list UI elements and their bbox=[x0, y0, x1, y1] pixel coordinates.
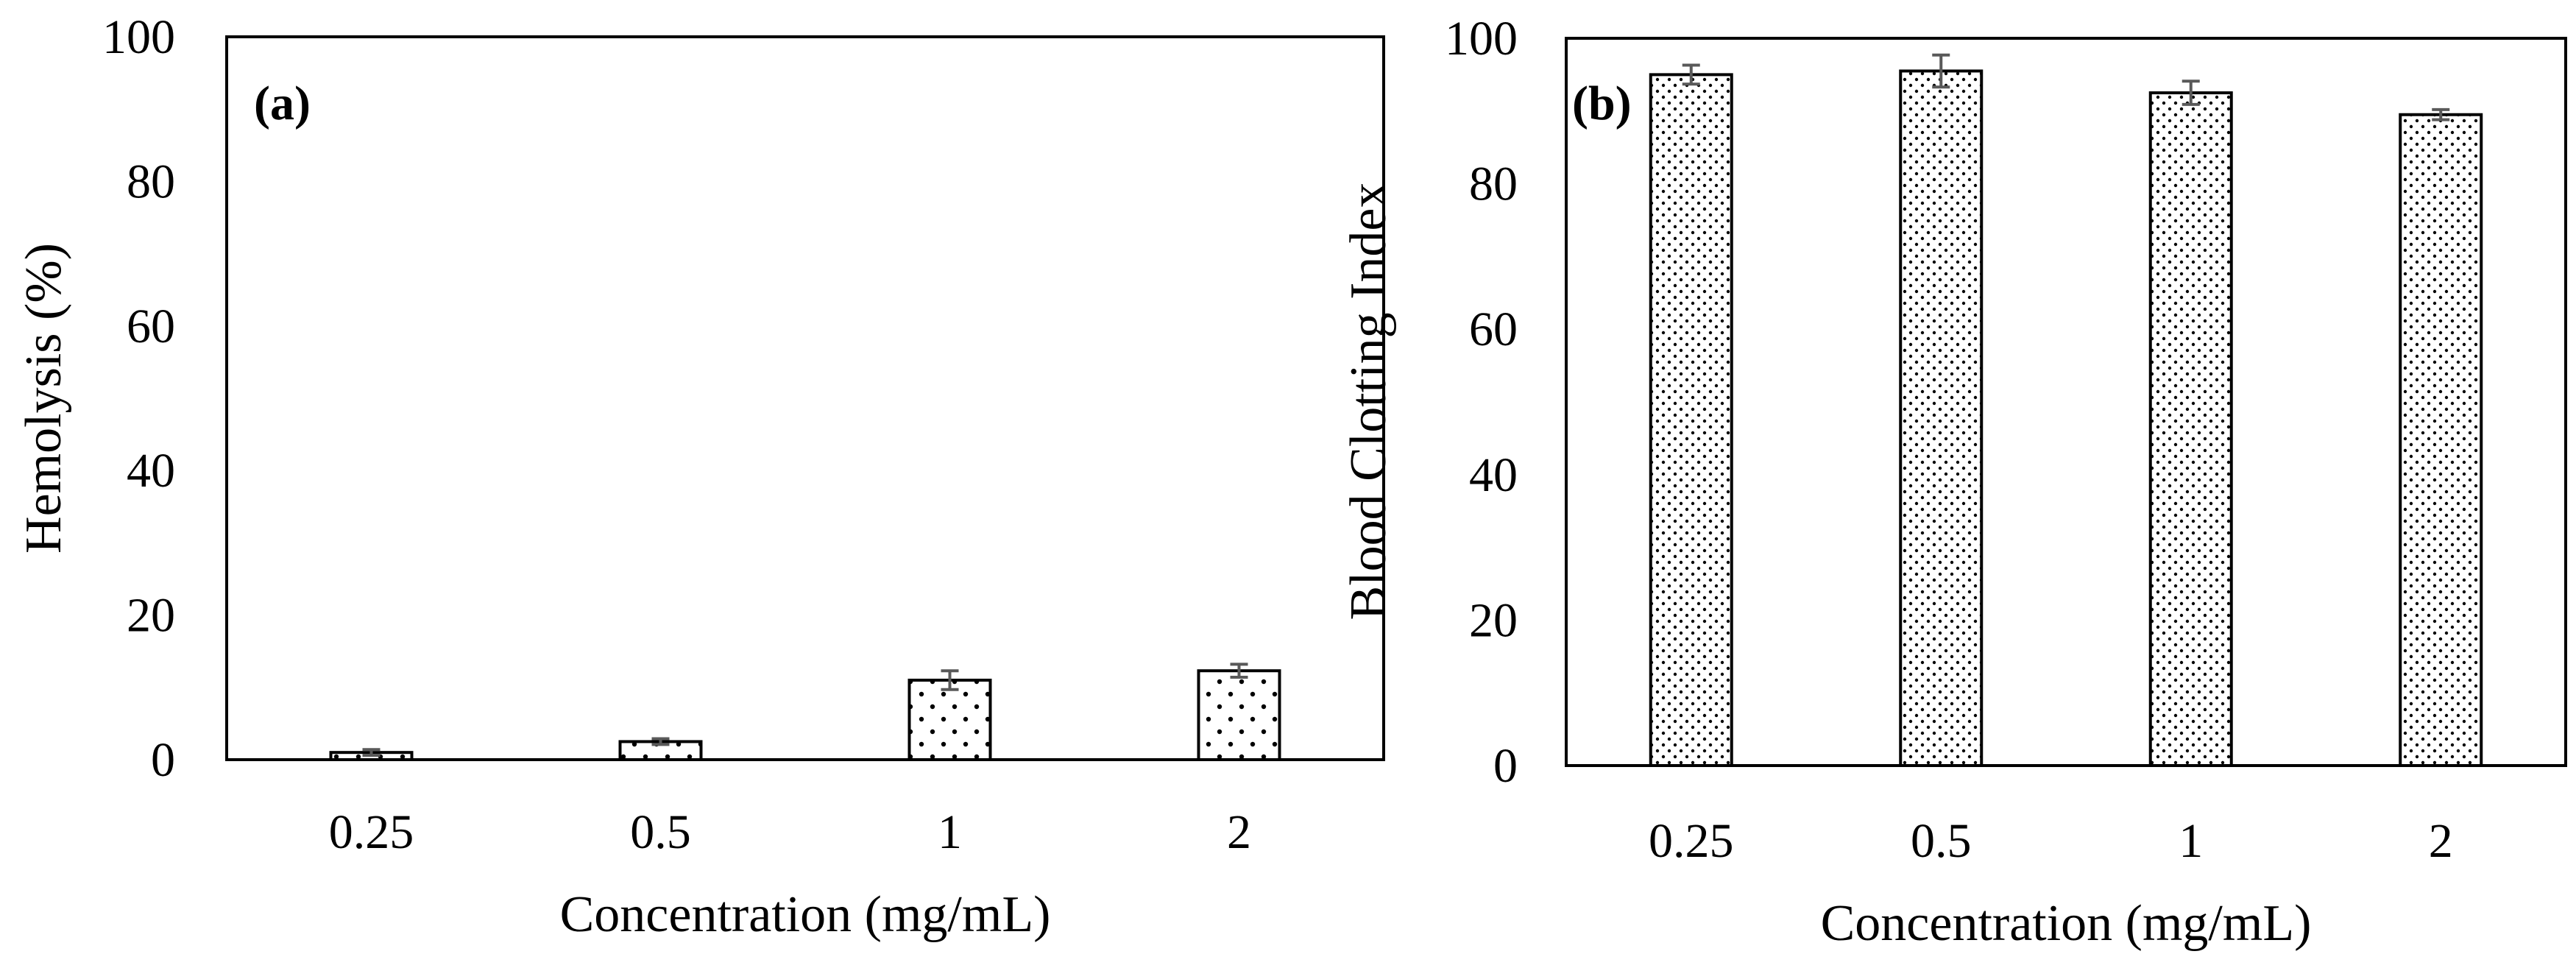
panel-b-y-tick-label: 80 bbox=[1469, 158, 1518, 211]
panel-a-y-axis-title: Hemolysis (%) bbox=[15, 243, 72, 554]
panel-b-x-tick-label: 2 bbox=[2429, 814, 2453, 868]
panel-a-y-tick-label: 20 bbox=[127, 589, 175, 643]
panel-b-x-tick-labels: 0.25 0.5 1 2 bbox=[1649, 814, 2453, 868]
panel-b-bar bbox=[1899, 69, 1984, 767]
panel-a-y-tick-label: 80 bbox=[127, 155, 175, 208]
panel-a-error-bar bbox=[651, 737, 670, 746]
panel-a-x-tick-label: 0.5 bbox=[630, 805, 691, 859]
panel-a-label: (a) bbox=[254, 77, 311, 130]
panel-b-y-tick-labels: 0 20 40 60 80 100 bbox=[1445, 12, 1518, 793]
panel-b-label: (b) bbox=[1572, 77, 1632, 130]
panel-b-y-tick-label: 60 bbox=[1469, 303, 1518, 356]
panel-a-bars bbox=[329, 663, 1281, 762]
panel-b-y-tick-label: 40 bbox=[1469, 448, 1518, 502]
panel-a-chart: 0 20 40 60 80 100 0.25 0.5 1 2 (a) Concentration… bbox=[15, 10, 1385, 943]
panel-a-error-bar bbox=[1230, 663, 1248, 679]
panel-b-error-bar bbox=[1682, 63, 1700, 86]
panel-a-x-tick-label: 2 bbox=[1227, 805, 1251, 859]
panel-b-chart: 0 20 40 60 80 100 0.25 0.5 1 2 (b) Concentration… bbox=[1340, 12, 2567, 952]
panel-a-y-tick-label: 0 bbox=[151, 733, 175, 787]
panel-a-plot-frame bbox=[225, 35, 1385, 761]
panel-a-y-tick-labels: 0 20 40 60 80 100 bbox=[102, 10, 175, 787]
panel-b-bar bbox=[2148, 91, 2233, 768]
panel-b-error-bar bbox=[2432, 107, 2450, 121]
panel-b-x-axis-title: Concentration (mg/mL) bbox=[1821, 895, 2312, 952]
panel-a-error-bar bbox=[941, 669, 959, 691]
panel-a-error-bar bbox=[362, 748, 381, 757]
panel-b-bar bbox=[2399, 113, 2483, 768]
panel-b-error-bar bbox=[2182, 80, 2200, 106]
panel-b-error-bar bbox=[1932, 53, 1950, 89]
panel-a-x-tick-labels: 0.25 0.5 1 2 bbox=[329, 805, 1251, 859]
panel-b-y-tick-label: 20 bbox=[1469, 593, 1518, 647]
panel-a-y-tick-label: 60 bbox=[127, 300, 175, 353]
panel-b-x-tick-label: 0.25 bbox=[1649, 814, 1734, 868]
panel-b-y-axis-title: Blood Clotting Index bbox=[1340, 183, 1397, 621]
panel-a-x-tick-label: 1 bbox=[938, 805, 962, 859]
panel-b-y-tick-label: 100 bbox=[1445, 12, 1518, 66]
panel-a-bar bbox=[1197, 669, 1281, 761]
panel-b-bars bbox=[1649, 53, 2483, 768]
panel-b-y-tick-label: 0 bbox=[1493, 739, 1518, 793]
panel-a-x-axis-title: Concentration (mg/mL) bbox=[560, 886, 1051, 943]
panel-a-y-tick-label: 100 bbox=[102, 10, 175, 64]
panel-b-bar bbox=[1649, 73, 1733, 767]
panel-a-x-tick-label: 0.25 bbox=[329, 805, 414, 859]
panel-b-plot-frame bbox=[1565, 37, 2567, 767]
panel-b-x-tick-label: 0.5 bbox=[1911, 814, 1972, 868]
panel-a-y-tick-label: 40 bbox=[127, 444, 175, 498]
panel-a-bar bbox=[907, 678, 992, 761]
panel-b-x-tick-label: 1 bbox=[2179, 814, 2203, 868]
